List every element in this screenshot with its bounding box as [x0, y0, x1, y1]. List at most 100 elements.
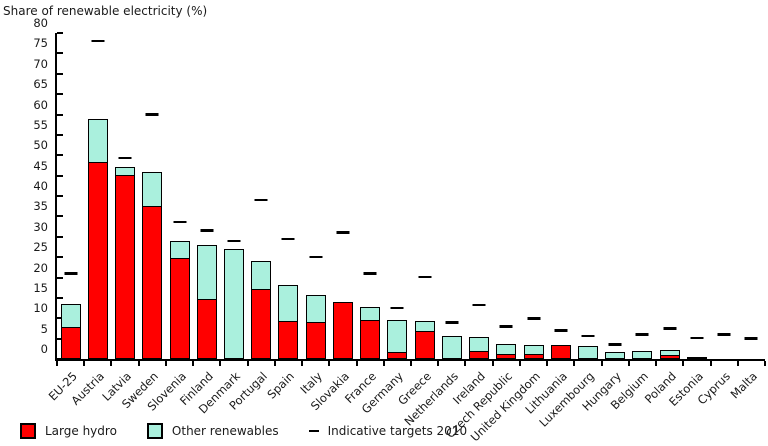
- other-renewables-swatch-icon: [146, 423, 163, 439]
- category-slot-finland: [193, 33, 220, 359]
- legend-item-targets: Indicative targets 2010: [308, 424, 468, 438]
- y-axis-tick: [57, 215, 63, 218]
- category-slot-spain: [275, 33, 302, 359]
- bar-segment-large-hydro: [142, 205, 163, 359]
- y-axis-tick: [57, 276, 63, 279]
- target-dash-netherlands: [445, 321, 459, 324]
- bar-segment-other-renewables: [441, 336, 462, 359]
- target-dash-denmark: [227, 239, 241, 243]
- x-axis-tick: [355, 361, 358, 366]
- target-dash-czech-republic: [499, 325, 513, 328]
- x-axis-tick: [219, 361, 222, 366]
- category-slot-eu-25: [57, 33, 84, 359]
- bar-belgium: [632, 350, 653, 359]
- y-axis-tick: [57, 174, 63, 177]
- bar-slovenia: [169, 240, 190, 359]
- target-dash-icon: [308, 429, 319, 433]
- bar-segment-large-hydro: [60, 326, 81, 359]
- category-slot-slovenia: [166, 33, 193, 359]
- category-slot-czech-republic: [493, 33, 520, 359]
- legend-item-large-hydro: Large hydro: [20, 423, 117, 439]
- target-dash-estonia: [690, 336, 704, 340]
- bar-segment-large-hydro: [115, 174, 136, 359]
- y-axis-tick: [57, 235, 63, 238]
- y-axis-label: 25: [33, 240, 48, 255]
- target-dash-sweden: [145, 113, 159, 116]
- legend-label-other-renewables: Other renewables: [171, 424, 279, 438]
- x-axis-tick: [328, 361, 331, 366]
- y-axis-label: 45: [33, 158, 48, 173]
- category-slot-belgium: [629, 33, 656, 359]
- y-axis-label: 10: [33, 301, 48, 316]
- target-dash-finland: [200, 229, 214, 232]
- bar-segment-large-hydro: [87, 160, 108, 359]
- category-slot-estonia: [683, 33, 710, 359]
- bar-segment-large-hydro: [169, 257, 190, 359]
- category-slot-latvia: [111, 33, 138, 359]
- y-axis-label: 55: [33, 117, 48, 132]
- category-slot-united-kingdom: [520, 33, 547, 359]
- y-axis-label: 50: [33, 138, 48, 153]
- bar-spain: [278, 285, 299, 359]
- category-slot-france: [357, 33, 384, 359]
- chart-title: Share of renewable electricity (%): [3, 4, 208, 18]
- x-axis-tick: [83, 361, 86, 366]
- bar-slovakia: [332, 301, 353, 359]
- y-axis-tick: [57, 195, 63, 197]
- bar-finland: [196, 244, 217, 359]
- y-axis-label: 0: [40, 342, 48, 356]
- bar-france: [360, 307, 381, 359]
- bar-poland: [659, 350, 680, 359]
- x-axis-tick: [192, 361, 195, 366]
- y-axis-tick: [57, 296, 63, 299]
- target-dash-germany: [390, 306, 404, 310]
- legend-label-large-hydro: Large hydro: [45, 424, 117, 438]
- bar-segment-other-renewables: [87, 119, 108, 163]
- legend-item-other-renewables: Other renewables: [146, 423, 279, 439]
- target-dash-hungary: [608, 343, 622, 346]
- y-axis-tick: [57, 113, 63, 116]
- category-slot-lithuania: [547, 33, 574, 359]
- x-axis-tick: [56, 361, 58, 366]
- bar-ireland: [469, 337, 490, 359]
- category-slot-slovakia: [329, 33, 356, 359]
- bar-segment-other-renewables: [469, 337, 490, 353]
- bar-segment-other-renewables: [659, 350, 680, 356]
- legend-label-targets: Indicative targets 2010: [327, 424, 468, 438]
- y-axis-label: 30: [33, 219, 48, 234]
- target-dash-ireland: [472, 303, 486, 307]
- category-slot-italy: [302, 33, 329, 359]
- x-axis-tick: [655, 361, 658, 366]
- target-dash-malta: [744, 337, 758, 340]
- category-slot-netherlands: [438, 33, 465, 359]
- target-dash-slovakia: [336, 231, 350, 234]
- x-axis-tick: [246, 361, 249, 366]
- category-slot-greece: [411, 33, 438, 359]
- x-axis-tick: [518, 361, 521, 366]
- category-slot-sweden: [139, 33, 166, 359]
- y-axis-label: 5: [40, 321, 48, 336]
- bar-segment-large-hydro: [360, 319, 381, 359]
- x-axis-tick: [164, 361, 167, 366]
- legend: Large hydro Other renewables Indicative …: [20, 423, 467, 439]
- bar-segment-other-renewables: [278, 285, 299, 323]
- plot-area: 0 5 10 15 20 25 30 35 40 45 50 55 60 65 70 75 80 EU-25 Aus…: [33, 17, 766, 444]
- target-dash-cyprus: [717, 333, 731, 336]
- y-axis-label: 75: [33, 36, 48, 51]
- large-hydro-swatch-icon: [20, 423, 36, 439]
- bar-germany: [387, 319, 408, 359]
- bar-segment-other-renewables: [169, 240, 190, 259]
- bar-segment-large-hydro: [251, 288, 272, 359]
- x-axis-tick: [764, 361, 766, 366]
- target-dash-greece: [418, 275, 432, 279]
- x-axis-tick: [546, 361, 549, 366]
- bar-segment-other-renewables: [632, 350, 653, 359]
- category-slot-portugal: [248, 33, 275, 359]
- y-axis-label: 60: [33, 97, 48, 112]
- bar-segment-other-renewables: [686, 356, 707, 359]
- y-axis-label: 80: [33, 16, 48, 30]
- y-axis-tick: [57, 256, 63, 259]
- y-axis-tick: [57, 72, 63, 75]
- bar-latvia: [115, 166, 136, 359]
